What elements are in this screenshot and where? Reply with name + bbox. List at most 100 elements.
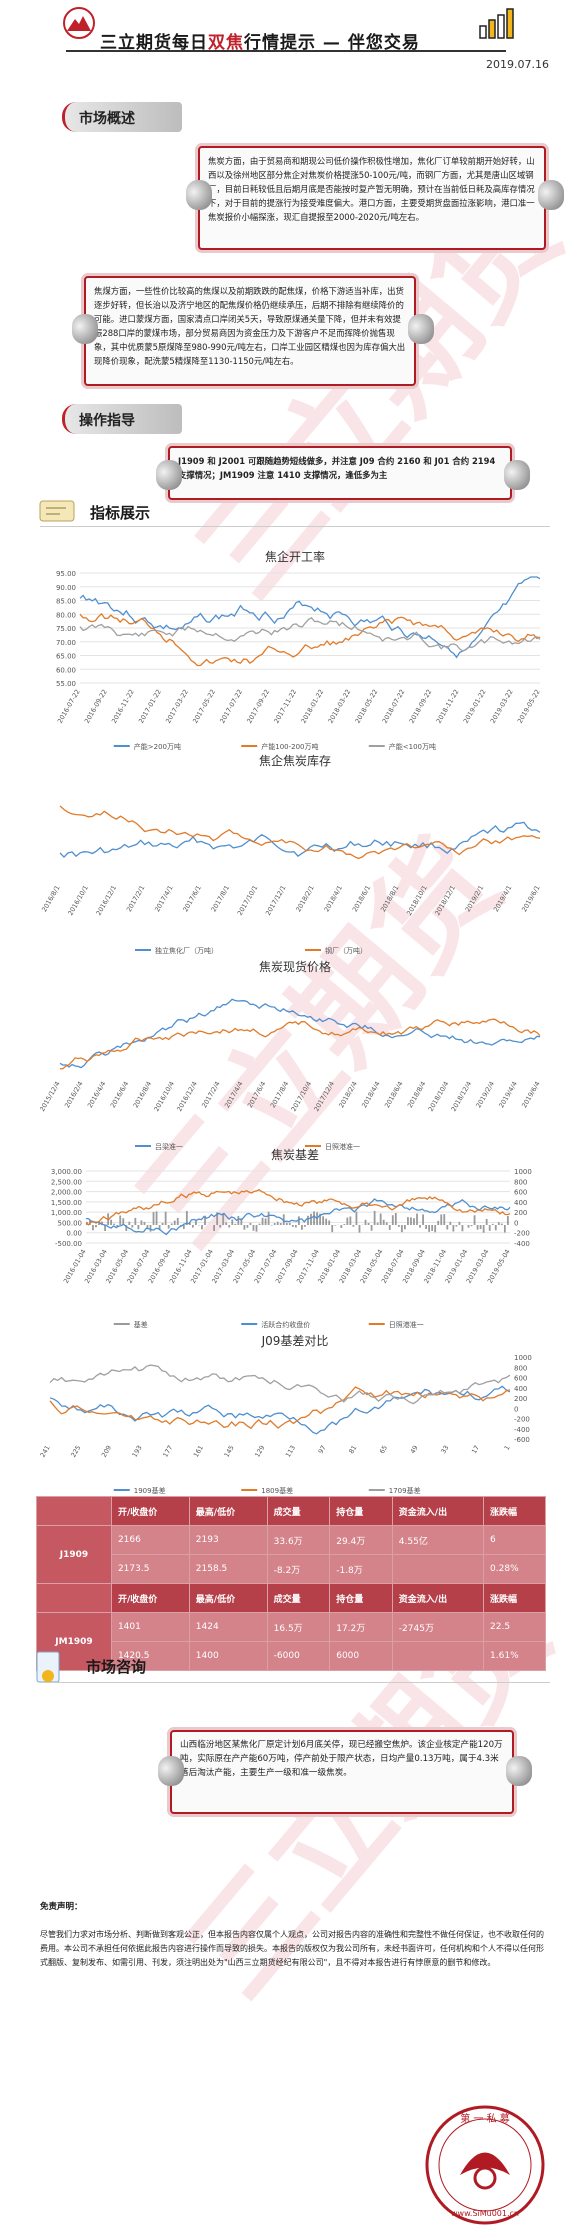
chart-4: 焦炭基差 3,000.00 2,500.00 2,000.00 1,500.00 1,0… [40,1146,550,1337]
legend-label: 吕梁准一 [155,1142,183,1151]
consult-box: 山西临汾地区某焦化厂原定计划6月底关停，现已经搬空焦炉。该企业核定产能120万吨… [170,1730,514,1814]
x-tick-label: 2016-07-22 [56,688,82,725]
basis-bar [285,1222,288,1225]
basis-bar [494,1225,497,1231]
y-tick-label: 1,500.00 [51,1199,82,1207]
chart-title: 焦企焦炭库存 [258,754,331,768]
x-tick-label: 2019/6/1 [520,884,542,913]
series-line [49,1364,511,1405]
table-header-cell: 开/收盘价 [110,1496,190,1526]
x-tick-label: 2018/2/1 [294,884,316,913]
basis-bar [267,1211,270,1225]
x-tick-label: 2016/6/4 [109,1080,131,1109]
basis-bar [234,1223,237,1225]
basis-bar [458,1221,461,1225]
y-tick-label: 2,000.00 [51,1189,82,1197]
basis-bar [122,1218,125,1225]
basis-bar [397,1225,400,1227]
table-cell: 1.61% [483,1641,546,1671]
section-title-indicators: 指标展示 [90,504,151,522]
x-tick-label: 2019-05-04 [486,1248,512,1285]
basis-bar [461,1225,464,1232]
basis-bar [185,1211,188,1225]
table-header-cell: 持仓量 [329,1496,393,1526]
coke-basis-chart: 3,000.00 2,500.00 2,000.00 1,500.00 1,000.00… [51,1168,532,1329]
x-tick-label: 81 [347,1444,358,1455]
basis-bar [213,1225,215,1231]
table-header-cell: 涨跌幅 [483,1583,546,1613]
basis-bar [376,1222,379,1225]
basis-bar [307,1215,309,1225]
basis-bar [416,1213,418,1225]
y-tick-label: 55.00 [56,680,76,688]
x-tick-label: 2019/4/1 [492,884,514,913]
table-header-cell: 最高/低价 [188,1496,268,1526]
table-cell: -1.8万 [329,1554,393,1584]
y-tick-label: 65.00 [56,653,76,661]
basis-bar [367,1222,370,1225]
report-date: 2019.07.16 [486,58,549,71]
y-tick-label: 800 [514,1364,527,1372]
bar-chart-icon [479,8,514,39]
x-tick-label: 2018-03-22 [327,688,353,725]
y-tick-label: 80.00 [56,611,76,619]
table-header-row: 开/收盘价 最高/低价 成交量 持仓量 资金流入/出 涨跌幅 [36,1496,546,1526]
coke-plant-utilization-chart: 95.00 90.00 85.00 80.00 75.00 70.00 65.00 60.00… [56,570,542,751]
basis-bar [322,1216,325,1225]
basis-bar [101,1221,103,1225]
y-tick-label: 1000 [514,1354,532,1362]
section-divider [40,1682,550,1683]
legend-label: 日照港准一 [389,1320,424,1329]
basis-bar [419,1225,421,1228]
basis-bar [243,1225,246,1230]
series-line [85,1188,511,1226]
basis-bar [491,1223,494,1225]
table-header-cell: 持仓量 [329,1583,393,1613]
table-header-cell: 开/收盘价 [110,1583,190,1613]
table-row: 2173.5 2158.5 -8.2万 -1.8万 0.28% [37,1554,546,1584]
basis-bar [479,1225,482,1230]
x-tick-label: 2018-09-22 [408,688,434,725]
basis-bar [188,1222,191,1225]
table-row: JM1909 1401 1424 16.5万 17.2万 -2745万 22.5 [36,1612,546,1671]
x-tick-label: 2016/8/4 [132,1080,154,1109]
x-tick-label: 2018/4/1 [323,884,345,913]
x-tick-label: 17 [470,1444,481,1455]
chart-title: 焦炭现货价格 [258,960,331,974]
y-tick-label: -600 [514,1436,530,1444]
basis-bar [137,1225,140,1230]
basis-bar [143,1221,146,1225]
chart-title: 焦炭基差 [270,1148,319,1162]
chart-3: 焦炭现货价格 2015/12/4 2016/2/4 2016/4/4 2016/6/4… [38,958,550,1159]
x-tick-label: 2017/8/1 [210,884,232,913]
legend-label: 产能<100万吨 [389,742,436,751]
table-header-cell: 涨跌幅 [483,1496,546,1526]
chart-5: J09基差对比 1000 800 600 400 200 0 -200 -400 -600 241… [39,1332,550,1503]
y-tick-label: 200 [514,1209,527,1217]
legend-label: 1709基差 [389,1486,421,1495]
series-line [59,805,541,860]
x-tick-label: 2017/6/1 [181,884,203,913]
basis-bar [204,1215,206,1225]
basis-bar [167,1225,170,1229]
basis-bar [140,1220,143,1225]
basis-bar [131,1225,134,1228]
series-line [59,821,541,859]
x-tick-label: 2017-09-22 [245,688,271,725]
basis-bar [425,1225,427,1229]
basis-bar [343,1224,346,1225]
x-tick-label: 2019/2/4 [474,1080,496,1109]
x-tick-label: 2019-03-22 [489,688,515,725]
ops-guidance-box: J1909 和 J2001 可跟随趋势短线做多，并注意 J09 合约 2160 … [168,446,512,500]
y-tick-label: 85.00 [56,598,76,606]
basis-bar [119,1215,122,1225]
basis-bar [485,1218,488,1225]
basis-bar [446,1225,449,1230]
basis-bar [313,1211,315,1225]
series-line [85,1198,511,1236]
basis-bar [288,1223,291,1225]
basis-bar [222,1213,225,1225]
series-line [79,616,541,652]
x-tick-label: 129 [253,1444,266,1459]
